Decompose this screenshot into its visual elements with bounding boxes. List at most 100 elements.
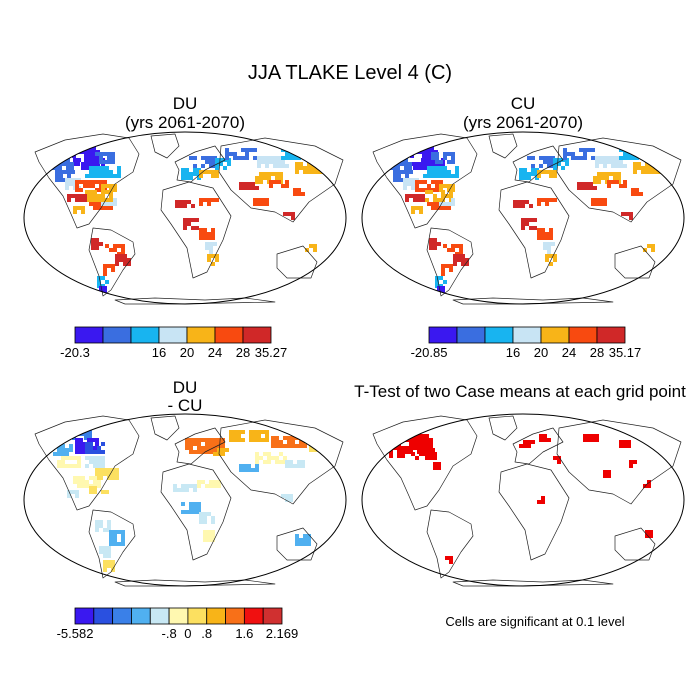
- diff-data-cell: [267, 452, 271, 456]
- diff-data-cell: [185, 488, 189, 492]
- cu-data-cell: [527, 156, 531, 160]
- diff-data-cell: [103, 564, 107, 568]
- du-data-cell: [72, 146, 76, 150]
- cu-data-cell: [406, 146, 410, 150]
- du-data-cell: [215, 254, 219, 258]
- diff-data-cell: [221, 442, 225, 446]
- diff-data-cell: [57, 448, 61, 452]
- cu-data-cell: [653, 170, 657, 174]
- cu-data-cell: [525, 218, 529, 222]
- du-data-cell: [187, 222, 191, 226]
- diff-data-cell: [95, 524, 99, 528]
- cu-data-cell: [553, 254, 557, 258]
- diff-data-cell: [189, 484, 193, 488]
- cu-data-cell: [629, 216, 633, 220]
- cu-data-cell: [593, 176, 597, 180]
- du-data-cell: [121, 244, 125, 248]
- cu-data-cell: [521, 222, 525, 226]
- du-data-cell: [277, 164, 281, 168]
- du-data-cell: [73, 206, 77, 210]
- diff-data-cell: [57, 452, 61, 456]
- du-data-cell: [119, 258, 123, 262]
- du-data-cell: [117, 244, 121, 248]
- du-data-cell: [101, 276, 105, 280]
- cu-data-cell: [451, 184, 455, 188]
- diff-data-cell: [91, 438, 95, 442]
- diff-colorbar-box: [262, 607, 283, 625]
- diff-data-cell: [303, 538, 307, 542]
- du-data-cell: [279, 176, 283, 180]
- diff-data-cell: [95, 528, 99, 532]
- diff-data-cell: [221, 448, 225, 452]
- ttest-data-cell: [595, 438, 599, 442]
- cu-data-cell: [392, 158, 396, 162]
- du-data-cell: [103, 290, 107, 294]
- cu-data-cell: [643, 248, 647, 252]
- diff-data-cell: [279, 440, 283, 444]
- diff-data-cell: [99, 520, 103, 524]
- cu-data-cell: [439, 206, 443, 210]
- diff-data-cell: [97, 480, 101, 484]
- ttest-data-cell: [423, 448, 427, 452]
- du-data-cell: [119, 254, 123, 258]
- ttest-data-cell: [547, 438, 551, 442]
- du-data-cell: [303, 166, 307, 170]
- cu-data-cell: [435, 280, 439, 284]
- cu-data-cell: [615, 164, 619, 168]
- diff-data-cell: [101, 464, 105, 468]
- diff-data-cell: [237, 434, 241, 438]
- cu-data-cell: [426, 150, 430, 154]
- du-data-cell: [265, 164, 269, 168]
- du-data-cell: [39, 170, 43, 174]
- du-map-outline: [23, 131, 347, 305]
- cu-data-cell: [637, 166, 641, 170]
- diff-data-cell: [73, 476, 77, 480]
- diff-data-cell: [275, 460, 279, 464]
- diff-data-cell: [89, 490, 93, 494]
- du-data-cell: [101, 188, 105, 192]
- ttest-data-cell: [659, 442, 663, 446]
- cu-data-cell: [635, 188, 639, 192]
- cu-data-cell: [431, 206, 435, 210]
- ttest-data-cell: [405, 446, 409, 450]
- cu-data-cell: [449, 264, 453, 268]
- diff-data-cell: [313, 444, 317, 448]
- diff-data-cell: [299, 444, 303, 448]
- cu-data-cell: [449, 194, 453, 198]
- du-data-cell: [259, 176, 263, 180]
- du-data-cell: [201, 164, 205, 168]
- cu-data-cell: [435, 188, 439, 192]
- ttest-coastline-asia: [556, 419, 682, 505]
- cu-data-cell: [403, 178, 407, 182]
- du-data-cell: [195, 226, 199, 230]
- diff-data-cell: [71, 490, 75, 494]
- ttest-data-cell: [645, 530, 649, 534]
- ttest-data-cell: [537, 500, 541, 504]
- ttest-data-cell: [603, 474, 607, 478]
- cu-data-cell: [435, 174, 439, 178]
- cu-data-cell: [641, 170, 645, 174]
- du-data-cell: [181, 172, 185, 176]
- diff-data-cell: [89, 442, 93, 446]
- cu-data-cell: [545, 258, 549, 262]
- diff-data-cell: [72, 428, 76, 432]
- diff-data-cell: [81, 476, 85, 480]
- du-data-cell: [93, 170, 97, 174]
- du-colorbar-box: [214, 326, 244, 344]
- diff-data-cell: [103, 468, 107, 472]
- diff-colorbar-box: [225, 607, 245, 625]
- cu-data-cell: [599, 156, 603, 160]
- cu-data-cell: [537, 174, 541, 178]
- cu-data-cell: [597, 172, 601, 176]
- diff-colorbar-box: [206, 607, 226, 625]
- cu-data-cell: [571, 152, 575, 156]
- ttest-data-cell: [425, 438, 429, 442]
- du-data-cell: [263, 176, 267, 180]
- cu-data-cell: [415, 206, 419, 210]
- du-data-cell: [54, 158, 58, 162]
- cu-data-cell: [439, 174, 443, 178]
- diff-data-cell: [233, 430, 237, 434]
- cu-colorbar-tick-label: 28: [590, 345, 604, 360]
- du-data-cell: [199, 232, 203, 236]
- ttest-data-cell: [383, 438, 387, 442]
